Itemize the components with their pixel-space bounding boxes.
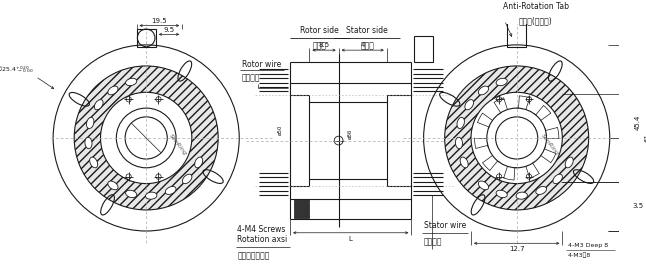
Ellipse shape [460, 157, 468, 168]
Text: 转子螺钉固定孔: 转子螺钉固定孔 [238, 251, 270, 260]
Text: 4: 4 [360, 42, 365, 48]
Ellipse shape [125, 190, 137, 198]
Text: 定子出线: 定子出线 [424, 237, 442, 246]
Ellipse shape [478, 181, 488, 190]
Text: L: L [349, 236, 353, 242]
Text: 定子边: 定子边 [360, 41, 374, 50]
Text: 止转片(可调节): 止转片(可调节) [519, 17, 553, 26]
Ellipse shape [94, 100, 103, 110]
Bar [507, 7, 526, 47]
Ellipse shape [478, 86, 488, 95]
Text: 4-M3 Deep 8: 4-M3 Deep 8 [568, 243, 608, 248]
Text: Rotation axsi: Rotation axsi [238, 235, 287, 244]
Text: $\varnothing$25.4$^{+0.20}_{\ -0.00}$: $\varnothing$25.4$^{+0.20}_{\ -0.00}$ [0, 64, 34, 75]
Ellipse shape [457, 117, 464, 129]
Text: Anti-Rotation Tab: Anti-Rotation Tab [503, 2, 569, 11]
Bar [136, 29, 156, 47]
Text: SenRing: SenRing [168, 133, 188, 157]
Text: 转子出线: 转子出线 [242, 73, 260, 82]
Text: 9.5: 9.5 [163, 27, 174, 33]
Text: 转子边: 转子边 [313, 41, 327, 50]
Text: ø50: ø50 [278, 125, 283, 135]
Ellipse shape [182, 174, 192, 184]
Text: Rotor side: Rotor side [300, 26, 339, 35]
Ellipse shape [536, 186, 547, 195]
Ellipse shape [125, 78, 137, 86]
Text: 8.5: 8.5 [318, 42, 329, 48]
Text: 12.7: 12.7 [509, 246, 525, 252]
Text: 45.4: 45.4 [634, 115, 640, 130]
Ellipse shape [565, 157, 573, 168]
Ellipse shape [85, 137, 92, 149]
Text: 19.5: 19.5 [152, 18, 167, 24]
Ellipse shape [194, 157, 203, 168]
Text: 3.5: 3.5 [632, 204, 643, 209]
Ellipse shape [455, 137, 463, 149]
Bar [414, 36, 433, 63]
Ellipse shape [516, 192, 527, 199]
Ellipse shape [465, 100, 474, 110]
Ellipse shape [87, 117, 94, 129]
Ellipse shape [553, 174, 563, 184]
Text: SenRing: SenRing [540, 133, 560, 157]
Bar [294, 199, 309, 218]
Ellipse shape [165, 186, 176, 195]
Text: Rotor wire: Rotor wire [242, 60, 281, 69]
Text: 61: 61 [645, 133, 646, 143]
Ellipse shape [108, 86, 118, 95]
Text: Stator wire: Stator wire [424, 221, 466, 230]
Ellipse shape [145, 192, 157, 199]
Ellipse shape [496, 190, 507, 198]
Text: Stator side: Stator side [346, 26, 388, 35]
Ellipse shape [496, 78, 507, 86]
Text: ø86: ø86 [348, 128, 353, 139]
Ellipse shape [90, 157, 98, 168]
Ellipse shape [108, 181, 118, 190]
Text: 4-M4 Screws: 4-M4 Screws [238, 225, 286, 234]
Text: 4-M3深8: 4-M3深8 [568, 253, 591, 258]
